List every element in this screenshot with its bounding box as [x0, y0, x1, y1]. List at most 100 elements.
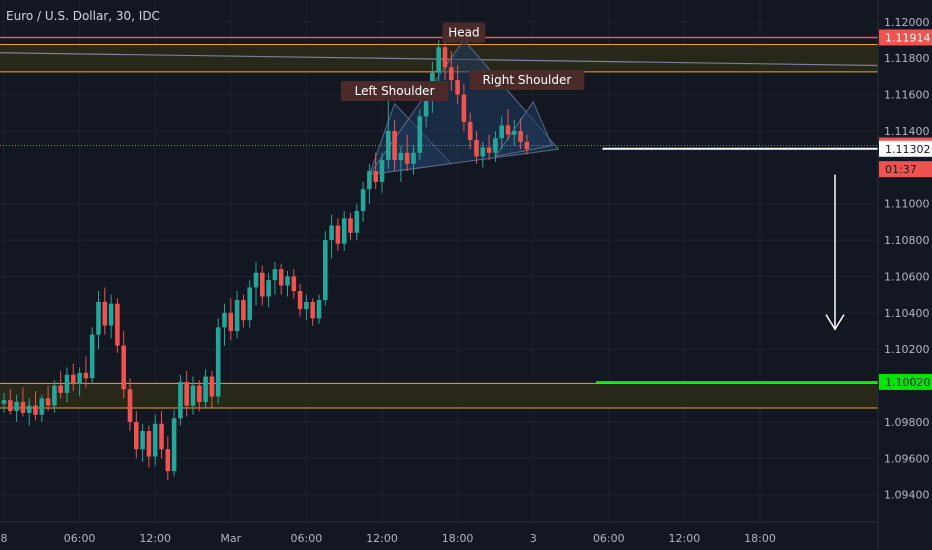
symbol-title: Euro / U.S. Dollar, 30, IDC	[6, 9, 160, 23]
candle-body	[96, 301, 101, 335]
time-tick-label: 18:00	[442, 532, 474, 545]
candle-body	[323, 240, 328, 301]
candle-body	[474, 140, 479, 157]
candle-body	[241, 300, 246, 321]
candle-body	[341, 218, 347, 244]
price-tick-label: 1.09600	[884, 452, 930, 465]
candle-body	[39, 398, 45, 415]
candle-body	[291, 276, 297, 292]
price-lines	[0, 36, 878, 383]
candle-body	[329, 225, 334, 241]
candle-body	[89, 334, 95, 379]
candle-body	[310, 301, 315, 319]
candle-body	[304, 301, 309, 310]
candle-body	[260, 272, 265, 297]
time-tick-label: 06:00	[64, 532, 96, 545]
time-tick-label: 12:00	[366, 532, 398, 545]
candle-body	[146, 431, 152, 457]
annotations: Head Left Shoulder Right Shoulder	[340, 22, 585, 101]
candle-body	[505, 125, 511, 135]
price-marker	[879, 161, 932, 178]
candle-body	[436, 47, 441, 73]
candle-body	[467, 121, 473, 141]
candle-body	[486, 147, 492, 153]
time-tick-label: 18:00	[744, 532, 776, 545]
candle-body	[247, 287, 252, 321]
candle-body	[228, 312, 234, 332]
candle-body	[423, 94, 429, 117]
candle-body	[442, 47, 448, 68]
price-tick-label: 1.10400	[884, 307, 930, 320]
price-axis[interactable]: 1.12000 1.11800 1.11600 1.11400 1.11000 1.108…	[877, 0, 932, 550]
candle-body	[386, 130, 391, 161]
candle-body	[14, 401, 19, 412]
candle-body	[152, 423, 158, 457]
candle-body	[102, 301, 108, 326]
price-tick-label: 1.09800	[884, 416, 930, 429]
candles	[1, 36, 530, 481]
time-tick-label: 12:00	[139, 532, 171, 545]
candle-body	[461, 94, 467, 122]
candle-body	[64, 374, 70, 393]
candle-body	[480, 147, 486, 157]
candle-body	[367, 170, 372, 190]
price-marker-label: 01:37	[885, 163, 917, 176]
time-tick-label: 06:00	[593, 532, 625, 545]
candle-body	[71, 374, 76, 384]
annotation-box	[442, 22, 486, 43]
candle-body	[278, 269, 284, 286]
price-marker-label: 1.11302	[885, 143, 931, 156]
candle-body	[335, 225, 341, 244]
candle-body	[411, 152, 416, 164]
candle-body	[499, 125, 504, 139]
annotation-label: Right Shoulder	[482, 73, 571, 87]
candle-body	[108, 303, 114, 326]
candle-body	[26, 405, 32, 413]
candle-body	[140, 431, 145, 450]
price-marker	[879, 29, 932, 46]
price-tick-label: 1.10800	[884, 234, 930, 247]
candle-body	[354, 210, 360, 233]
candle-body	[234, 300, 240, 332]
candle-body	[178, 381, 183, 419]
candle-body	[1, 400, 7, 404]
candle-body	[8, 400, 13, 412]
candle-body	[398, 152, 404, 161]
time-tick-label: 06:00	[291, 532, 323, 545]
price-tick-label: 1.10600	[884, 270, 930, 283]
price-marker	[879, 140, 932, 157]
candle-body	[348, 218, 353, 233]
candle-body	[316, 300, 322, 319]
candle-body	[404, 152, 410, 164]
candle-body	[83, 372, 89, 379]
candle-body	[171, 418, 177, 472]
time-tick-label: Mar	[220, 532, 241, 545]
price-tick-label: 1.11000	[884, 198, 930, 211]
candle-body	[360, 189, 366, 211]
candle-body	[33, 405, 38, 415]
candle-body	[524, 141, 530, 150]
candle-body	[285, 276, 290, 286]
candle-body	[58, 385, 63, 393]
candle-body	[127, 389, 133, 422]
candle-body	[52, 385, 57, 406]
candle-body	[209, 376, 215, 397]
candle-body	[272, 269, 278, 281]
time-tick-label: 12:00	[669, 532, 701, 545]
arrow-head	[825, 314, 845, 331]
grid	[0, 0, 878, 522]
price-tick-label: 1.11400	[884, 125, 930, 138]
time-axis[interactable]: 8 06:00 12:00 Mar 06:00 12:00 18:00 3 06:00 12:00…	[0, 521, 878, 545]
candle-body	[253, 272, 259, 288]
candle-body	[134, 421, 139, 450]
time-tick-label: 8	[1, 532, 8, 545]
candle-body	[184, 381, 189, 406]
down-arrow-icon	[825, 174, 845, 331]
price-tick-label: 1.11800	[884, 52, 930, 65]
candle-body	[455, 80, 460, 95]
candle-body	[159, 423, 164, 450]
candle-body	[197, 385, 202, 402]
price-tick-label: 1.12000	[884, 16, 930, 29]
annotation-label: Left Shoulder	[355, 84, 435, 98]
